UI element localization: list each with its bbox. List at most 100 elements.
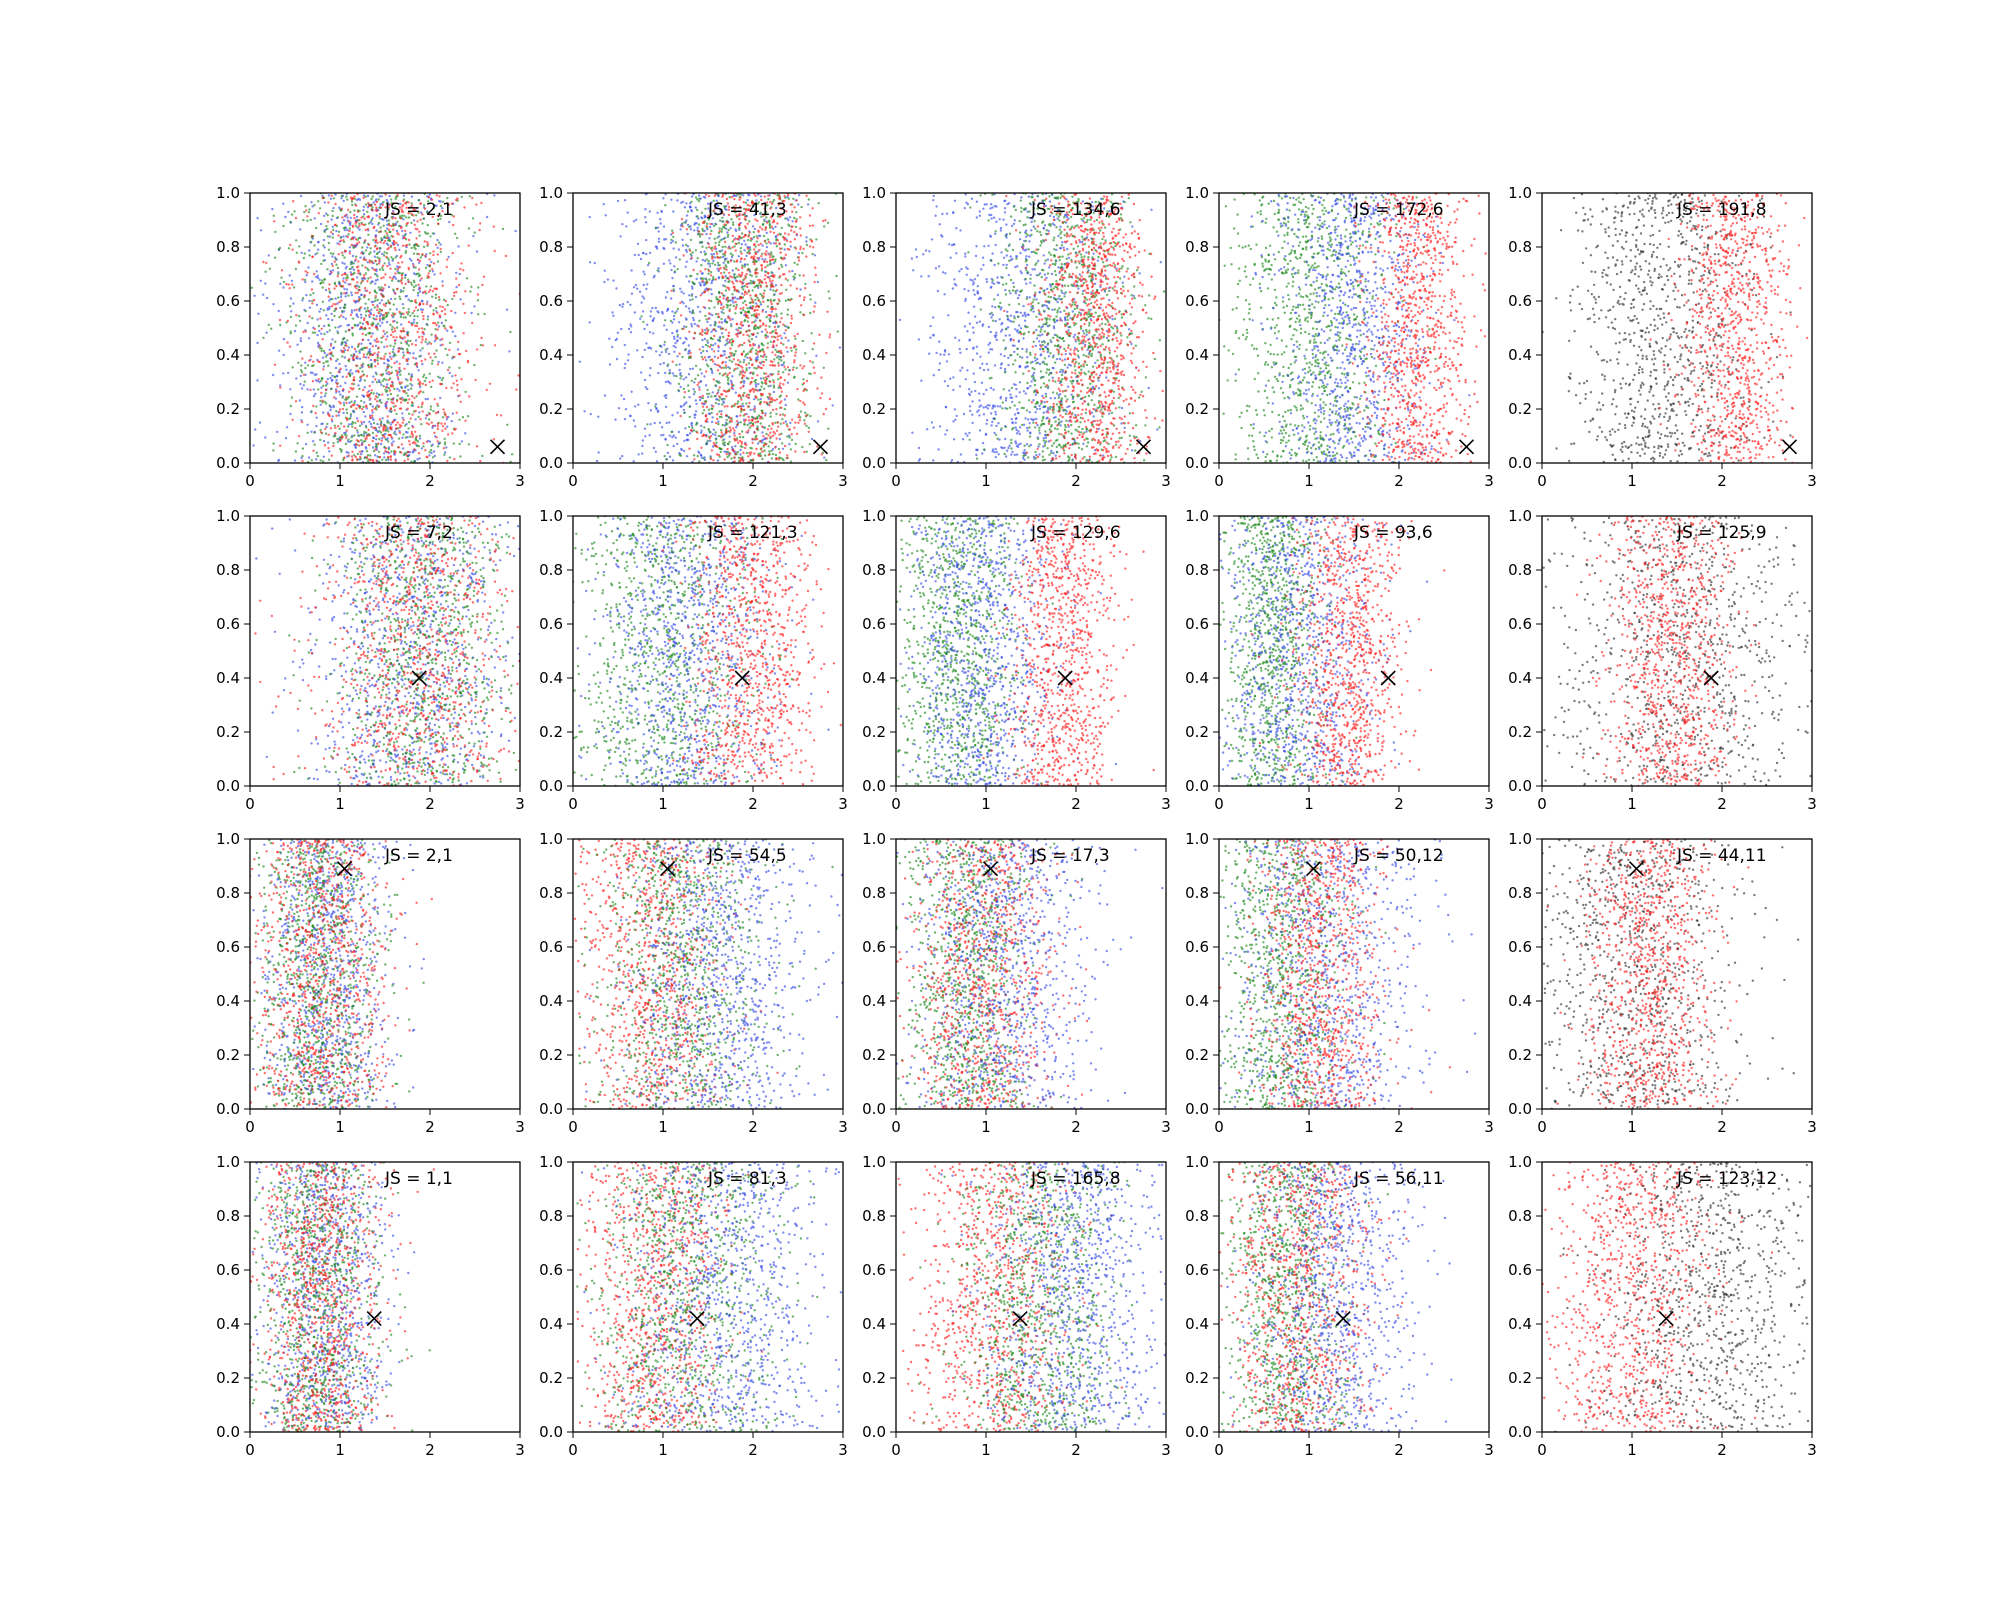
point-green <box>747 362 751 365</box>
point-green <box>783 407 786 411</box>
point-red <box>419 218 422 221</box>
point-blue <box>415 207 418 210</box>
point-red <box>425 440 429 443</box>
point-green <box>331 354 335 358</box>
point-green <box>412 252 416 255</box>
point-red <box>793 361 796 364</box>
point-blue <box>349 271 352 274</box>
point-blue <box>749 408 752 412</box>
point-blue <box>386 419 389 422</box>
point-red <box>427 195 430 199</box>
point-red <box>729 318 732 322</box>
point-green <box>372 238 375 242</box>
point-green <box>750 297 753 300</box>
point-blue <box>711 217 715 220</box>
point-red <box>435 436 438 439</box>
point-red <box>734 249 737 252</box>
point-red <box>321 338 324 341</box>
point-blue <box>701 345 705 349</box>
point-red <box>795 232 798 236</box>
point-blue <box>378 319 382 322</box>
point-red <box>371 208 374 212</box>
point-green <box>743 284 746 288</box>
point-red <box>766 276 769 279</box>
point-red <box>339 367 342 370</box>
point-blue <box>603 269 606 272</box>
point-blue <box>354 446 357 449</box>
point-green <box>250 286 253 289</box>
point-red <box>445 386 448 390</box>
point-green <box>403 214 406 217</box>
point-red <box>294 216 298 220</box>
point-blue <box>685 214 689 217</box>
point-green <box>720 398 723 401</box>
point-red <box>384 304 387 307</box>
point-green <box>367 351 370 355</box>
point-green <box>470 285 473 288</box>
point-blue <box>668 421 671 424</box>
point-red <box>436 363 440 366</box>
point-green <box>725 423 728 426</box>
point-green <box>753 320 756 324</box>
point-blue <box>330 218 333 221</box>
point-green <box>343 256 346 259</box>
point-green <box>428 372 431 375</box>
point-blue <box>360 342 363 345</box>
point-blue <box>690 323 693 326</box>
point-blue <box>383 362 386 365</box>
point-green <box>272 449 275 452</box>
point-blue <box>356 226 360 229</box>
point-blue <box>396 374 399 377</box>
point-green <box>364 310 368 313</box>
point-blue <box>696 226 699 229</box>
point-blue <box>700 372 703 375</box>
point-green <box>742 350 745 353</box>
point-green <box>372 449 376 453</box>
point-blue <box>694 410 698 413</box>
point-green <box>698 241 702 244</box>
point-green <box>328 404 331 407</box>
point-blue <box>345 291 348 294</box>
point-blue <box>644 386 647 389</box>
point-red <box>754 421 757 424</box>
point-red <box>743 217 746 221</box>
point-blue <box>700 424 703 428</box>
point-blue <box>354 350 358 353</box>
point-blue <box>666 290 669 294</box>
point-green <box>672 288 675 291</box>
point-green <box>391 350 394 354</box>
point-red <box>378 418 382 421</box>
point-green <box>367 332 370 335</box>
point-green <box>336 266 340 270</box>
point-green <box>777 386 780 389</box>
point-red <box>725 395 728 398</box>
point-green <box>805 424 808 428</box>
point-blue <box>838 346 842 349</box>
point-green <box>675 374 678 378</box>
point-green <box>709 430 712 434</box>
point-red <box>748 204 751 207</box>
point-blue <box>426 342 429 346</box>
point-red <box>387 378 391 381</box>
point-green <box>287 247 291 250</box>
point-red <box>361 388 365 392</box>
scatter-panel-1: 0 1 2 30.00.20.40.60.81.0JS = 2,1 <box>216 184 525 490</box>
point-green <box>790 349 793 352</box>
point-green <box>399 315 403 319</box>
point-red <box>398 407 402 410</box>
point-red <box>735 214 738 217</box>
point-green <box>414 266 417 269</box>
point-red <box>367 443 371 447</box>
point-green <box>785 423 788 426</box>
point-red <box>398 362 401 365</box>
point-blue <box>785 325 788 328</box>
point-blue <box>679 337 682 340</box>
point-red <box>407 201 410 204</box>
point-blue <box>771 448 775 451</box>
point-red <box>374 259 377 263</box>
point-red <box>751 321 754 324</box>
point-blue <box>455 285 458 289</box>
point-green <box>815 238 818 241</box>
point-red <box>460 262 463 265</box>
point-green <box>723 254 727 257</box>
